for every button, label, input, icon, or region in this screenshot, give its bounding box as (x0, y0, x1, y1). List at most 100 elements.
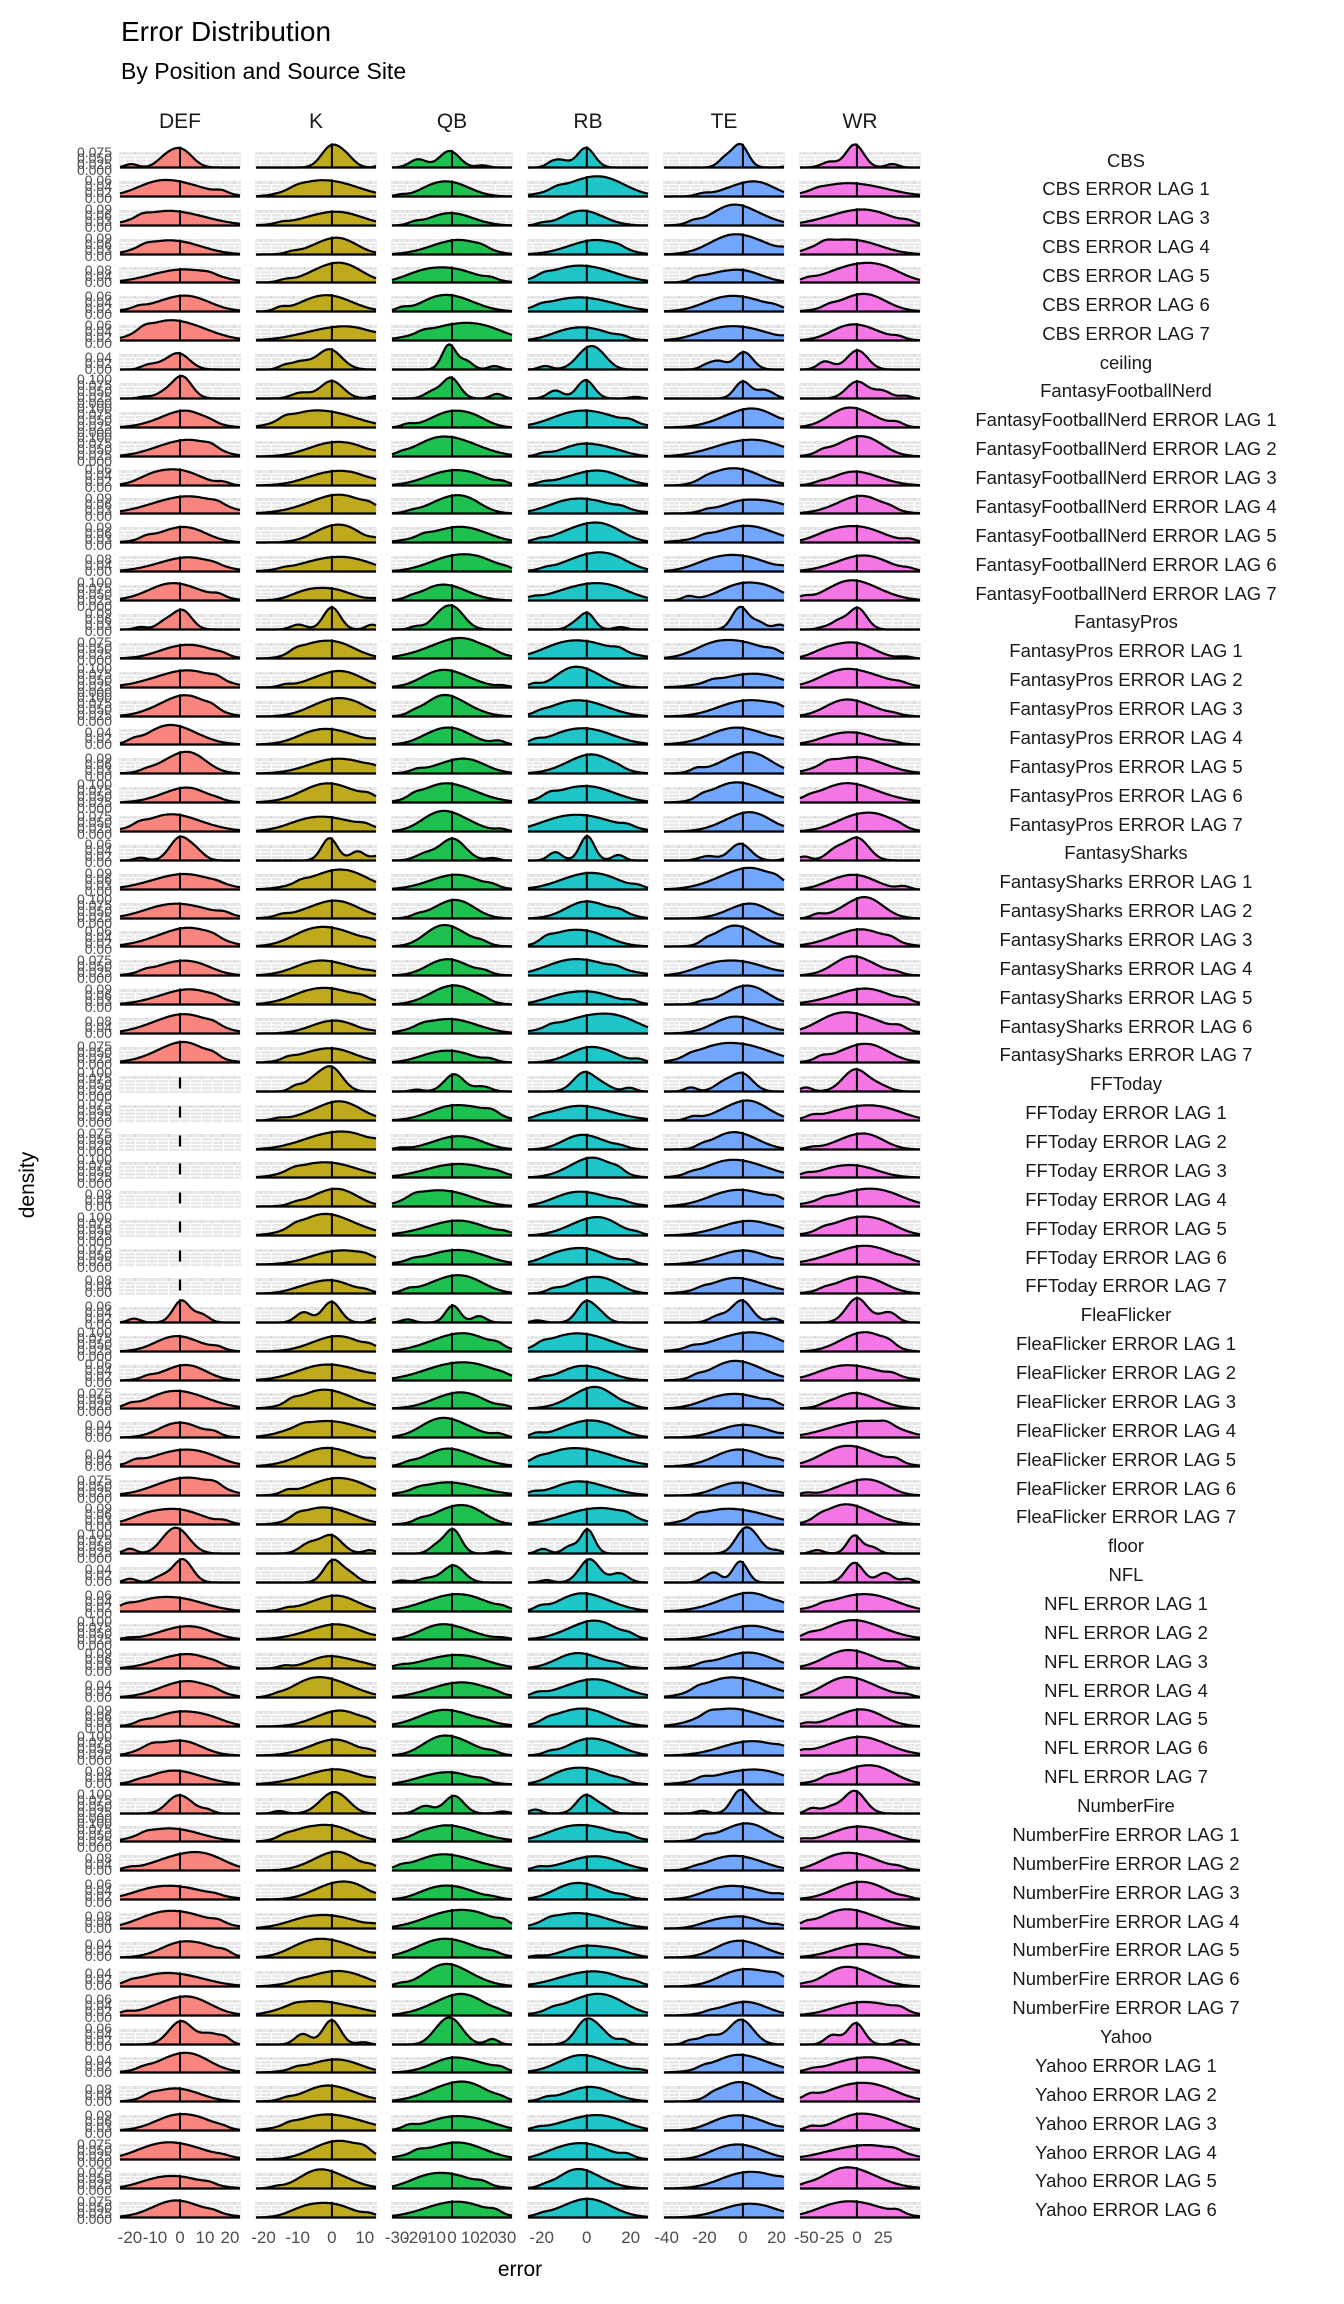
density-cell (527, 2197, 649, 2219)
density-cell (255, 1161, 377, 1180)
density-cell (799, 469, 921, 487)
density-cell (119, 2052, 241, 2075)
density-cell (391, 984, 513, 1007)
row-strip-label: NFL ERROR LAG 5 (1044, 1708, 1208, 1730)
y-axis-tick-blob: 0.06 0.04 0.02 0.00 (84, 1991, 112, 2026)
density-cell (255, 1018, 377, 1036)
density-cell (663, 1739, 785, 1757)
density-cell (119, 525, 241, 545)
y-axis-tick-blob: 0.04 0.02 0.00 (84, 1936, 112, 1965)
density-cell (255, 379, 377, 400)
density-cell (119, 1940, 241, 1959)
density-cell (663, 350, 785, 372)
x-axis-tick-label: 0 (447, 2228, 457, 2247)
x-axis-tick-label: -10 (142, 2228, 168, 2247)
row-strip-label: floor (1108, 1535, 1144, 1557)
row-strip-label: FleaFlicker ERROR LAG 2 (1016, 1362, 1236, 1384)
density-cell (119, 786, 241, 805)
y-axis-tick-blob: 0.100 0.075 0.050 0.025 0.000 (76, 660, 112, 701)
density-cell (255, 1389, 377, 1411)
density-cell (255, 1558, 377, 1584)
row-strip-label: FantasySharks ERROR LAG 7 (999, 1044, 1253, 1066)
density-cell (663, 2053, 785, 2075)
density-cell (119, 608, 241, 631)
density-cell (799, 1275, 921, 1295)
y-axis-tick-blob: 0.09 0.06 0.03 0.00 (84, 980, 112, 1015)
row-strip-label: FFToday (1090, 1073, 1162, 1095)
density-cell (527, 2016, 649, 2046)
density-cell (119, 835, 241, 862)
density-cell (119, 351, 241, 372)
density-cell (663, 1099, 785, 1122)
density-cell (391, 1133, 513, 1151)
density-cell (391, 1503, 513, 1526)
density-cell (391, 1189, 513, 1209)
y-axis-tick-blob: 0.075 0.050 0.025 0.000 (76, 2135, 112, 2170)
density-cell (391, 1162, 513, 1180)
row-strip-label: CBS ERROR LAG 3 (1042, 207, 1210, 229)
density-cell (799, 2199, 921, 2219)
density-cell (255, 2201, 377, 2219)
density-cell (255, 1129, 377, 1151)
y-axis-tick-blob: 0.09 0.06 0.03 0.00 (84, 1644, 112, 1679)
density-cell (799, 1392, 921, 1411)
density-cell (119, 582, 241, 603)
density-cell (391, 526, 513, 545)
density-cell (391, 1219, 513, 1238)
x-axis-tick-label: -10 (421, 2228, 446, 2247)
density-cell (663, 726, 785, 747)
density-cell (527, 698, 649, 718)
density-cell (527, 264, 649, 285)
x-axis-tick-label: 10 (195, 2228, 215, 2247)
density-cell (663, 1591, 785, 1613)
density-cell (391, 209, 513, 227)
density-cell (799, 2081, 921, 2104)
density-cell (663, 1188, 785, 1209)
density-cell (391, 1853, 513, 1873)
density-cell (799, 987, 921, 1007)
density-cell (255, 1738, 377, 1757)
density-cell (799, 667, 921, 689)
y-axis-tick-blob: 0.06 0.04 0.02 0.00 (84, 172, 112, 207)
density-cell (119, 1162, 241, 1180)
density-cell (663, 180, 785, 198)
density-cell (119, 1448, 241, 1469)
density-cell (119, 1526, 241, 1555)
density-cell (663, 379, 785, 400)
density-cell (527, 1246, 649, 1267)
x-axis-tick-label: 0 (738, 2228, 748, 2247)
row-strip-label: FantasyFootballNerd ERROR LAG 6 (975, 553, 1277, 575)
row-strip-label: FleaFlicker ERROR LAG 5 (1016, 1448, 1236, 1470)
row-strip-label: NFL ERROR LAG 4 (1044, 1679, 1208, 1701)
density-cell (527, 1104, 649, 1122)
density-cell (799, 1162, 921, 1180)
y-axis-tick-blob: 0.100 0.075 0.050 0.025 0.000 (76, 891, 112, 932)
density-cell (799, 895, 921, 920)
density-cell (391, 1681, 513, 1700)
density-cell (391, 668, 513, 689)
row-strip-label: NFL ERROR LAG 7 (1044, 1766, 1208, 1788)
density-cell (663, 1448, 785, 1469)
density-cell (119, 693, 241, 718)
y-axis-tick-blob: 0.09 0.06 0.03 0.00 (84, 201, 112, 236)
density-cell (799, 524, 921, 545)
density-cell (255, 294, 377, 314)
density-cell (391, 603, 513, 631)
x-axis-tick-label: -20 (692, 2228, 717, 2247)
density-cell (255, 1937, 377, 1959)
x-axis-tick-label: 20 (766, 2228, 786, 2247)
density-cell (527, 1737, 649, 1757)
density-cell (799, 755, 921, 776)
density-cell (391, 583, 513, 603)
density-cell (391, 958, 513, 978)
density-cell (663, 959, 785, 978)
x-axis-tick-label: -25 (819, 2228, 845, 2247)
density-cell (255, 696, 377, 718)
density-cell (391, 726, 513, 747)
density-cell (119, 2112, 241, 2133)
density-cell (527, 345, 649, 372)
row-strip-label: FFToday ERROR LAG 3 (1025, 1159, 1227, 1181)
y-axis-tick-blob: 0.075 0.050 0.025 0.000 (76, 2164, 112, 2199)
density-cell (119, 1298, 241, 1324)
density-cell (527, 1941, 649, 1959)
